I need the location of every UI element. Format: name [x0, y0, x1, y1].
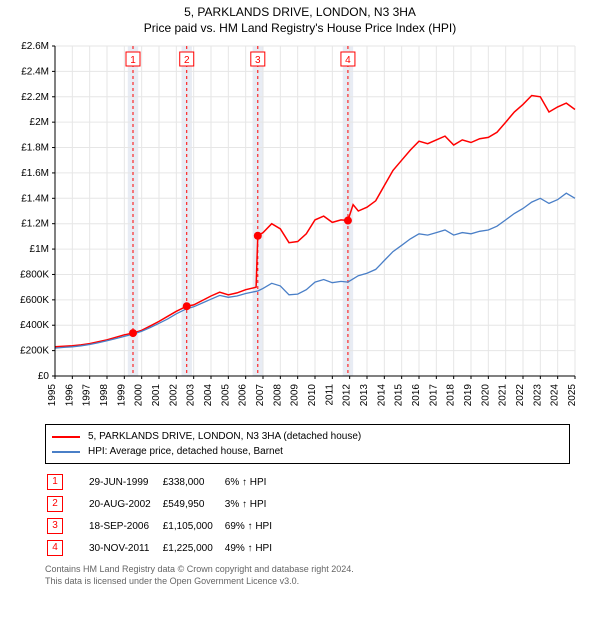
svg-text:2004: 2004 [203, 384, 214, 407]
svg-text:£2.2M: £2.2M [21, 92, 49, 103]
table-row: 2 20-AUG-2002£549,9503% ↑ HPI [47, 494, 282, 514]
svg-text:2007: 2007 [255, 384, 266, 407]
legend-swatch-icon [52, 451, 80, 453]
svg-text:2021: 2021 [498, 384, 509, 407]
svg-text:1: 1 [130, 55, 136, 66]
sale-price: £1,105,000 [163, 516, 223, 536]
svg-text:2008: 2008 [272, 384, 283, 407]
footer-line: Contains HM Land Registry data © Crown c… [45, 564, 570, 576]
svg-text:£2.4M: £2.4M [21, 67, 49, 78]
svg-text:2018: 2018 [446, 384, 457, 407]
table-row: 3 18-SEP-2006£1,105,00069% ↑ HPI [47, 516, 282, 536]
svg-text:2006: 2006 [238, 384, 249, 407]
svg-text:2025: 2025 [567, 384, 578, 407]
sale-date: 30-NOV-2011 [89, 538, 161, 558]
sale-date: 20-AUG-2002 [89, 494, 161, 514]
sale-number-box: 2 [47, 496, 63, 512]
svg-text:£1.6M: £1.6M [21, 168, 49, 179]
svg-text:£1.2M: £1.2M [21, 219, 49, 230]
sale-diff: 69% ↑ HPI [225, 516, 282, 536]
svg-text:1999: 1999 [116, 384, 127, 407]
chart-svg: £0 £200K £400K £600K £800K £1M £1.2M £1.4M £1.6M… [0, 36, 600, 416]
sale-number-cell: 2 [47, 494, 87, 514]
legend-label: 5, PARKLANDS DRIVE, LONDON, N3 3HA (deta… [88, 429, 361, 444]
svg-text:£600K: £600K [20, 295, 49, 306]
svg-text:2001: 2001 [151, 384, 162, 407]
svg-text:2015: 2015 [394, 384, 405, 407]
legend-label: HPI: Average price, detached house, Barn… [88, 444, 283, 459]
svg-text:2019: 2019 [463, 384, 474, 407]
svg-text:£1M: £1M [30, 244, 49, 255]
sale-diff: 6% ↑ HPI [225, 472, 282, 492]
sale-number-box: 1 [47, 474, 63, 490]
svg-text:£1.4M: £1.4M [21, 194, 49, 205]
footer-attribution: Contains HM Land Registry data © Crown c… [45, 564, 570, 587]
legend-swatch-icon [52, 436, 80, 438]
legend-item-property: 5, PARKLANDS DRIVE, LONDON, N3 3HA (deta… [52, 429, 563, 444]
sale-number-box: 3 [47, 518, 63, 534]
svg-text:4: 4 [345, 55, 351, 66]
svg-text:1996: 1996 [64, 384, 75, 407]
sale-date: 29-JUN-1999 [89, 472, 161, 492]
sale-price: £338,000 [163, 472, 223, 492]
sales-table: 1 29-JUN-1999£338,0006% ↑ HPI 2 20-AUG-2002… [45, 470, 284, 560]
legend-item-hpi: HPI: Average price, detached house, Barn… [52, 444, 563, 459]
svg-text:1997: 1997 [82, 384, 93, 407]
svg-text:£800K: £800K [20, 270, 49, 281]
sale-diff: 3% ↑ HPI [225, 494, 282, 514]
table-row: 4 30-NOV-2011£1,225,00049% ↑ HPI [47, 538, 282, 558]
sale-price: £549,950 [163, 494, 223, 514]
chart-legend: 5, PARKLANDS DRIVE, LONDON, N3 3HA (deta… [45, 424, 570, 464]
svg-text:2009: 2009 [290, 384, 301, 407]
svg-text:2024: 2024 [550, 384, 561, 407]
chart-title: 5, PARKLANDS DRIVE, LONDON, N3 3HA Price… [0, 0, 600, 36]
sale-number-cell: 3 [47, 516, 87, 536]
svg-text:2010: 2010 [307, 384, 318, 407]
svg-text:3: 3 [255, 55, 261, 66]
sale-number-cell: 4 [47, 538, 87, 558]
price-chart: £0 £200K £400K £600K £800K £1M £1.2M £1.4M £1.6M… [0, 36, 600, 416]
svg-text:2014: 2014 [376, 384, 387, 407]
svg-text:£0: £0 [38, 371, 50, 382]
sale-diff: 49% ↑ HPI [225, 538, 282, 558]
sale-price: £1,225,000 [163, 538, 223, 558]
svg-text:£2.6M: £2.6M [21, 41, 49, 52]
svg-text:2005: 2005 [220, 384, 231, 407]
svg-text:2000: 2000 [134, 384, 145, 407]
svg-text:£200K: £200K [20, 346, 49, 357]
sale-number-box: 4 [47, 540, 63, 556]
footer-line: This data is licensed under the Open Gov… [45, 576, 570, 588]
svg-text:2003: 2003 [186, 384, 197, 407]
svg-text:2016: 2016 [411, 384, 422, 407]
svg-text:1995: 1995 [47, 384, 58, 407]
svg-text:2012: 2012 [342, 384, 353, 407]
title-line-1: 5, PARKLANDS DRIVE, LONDON, N3 3HA [0, 4, 600, 20]
svg-text:£400K: £400K [20, 321, 49, 332]
sale-date: 18-SEP-2006 [89, 516, 161, 536]
svg-text:2: 2 [184, 55, 190, 66]
table-row: 1 29-JUN-1999£338,0006% ↑ HPI [47, 472, 282, 492]
svg-text:2020: 2020 [480, 384, 491, 407]
svg-text:1998: 1998 [99, 384, 110, 407]
svg-text:2017: 2017 [428, 384, 439, 407]
svg-text:£2M: £2M [30, 118, 49, 129]
svg-text:2022: 2022 [515, 384, 526, 407]
svg-text:2013: 2013 [359, 384, 370, 407]
svg-text:£1.8M: £1.8M [21, 143, 49, 154]
svg-text:2023: 2023 [532, 384, 543, 407]
title-line-2: Price paid vs. HM Land Registry's House … [0, 20, 600, 36]
svg-text:2011: 2011 [324, 384, 335, 406]
svg-text:2002: 2002 [168, 384, 179, 407]
sale-number-cell: 1 [47, 472, 87, 492]
